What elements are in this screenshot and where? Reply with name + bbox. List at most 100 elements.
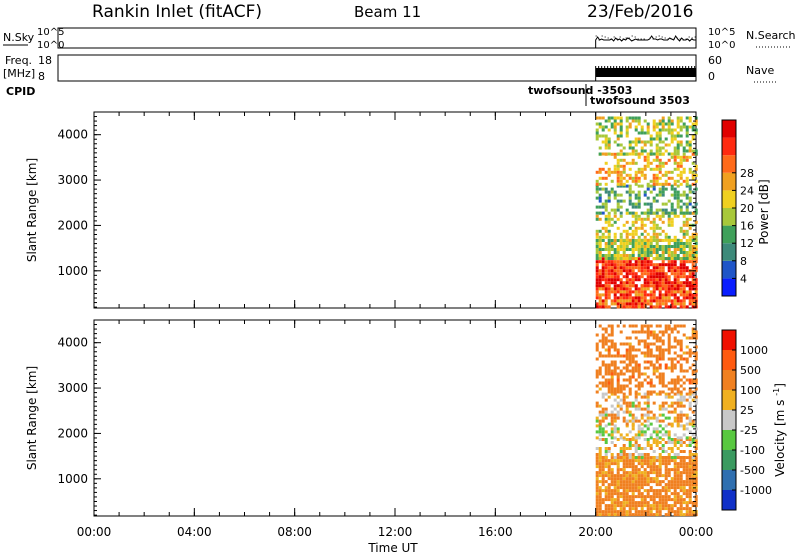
echo-cell (673, 327, 677, 331)
echo-cell (682, 155, 686, 159)
echo-cell (643, 453, 647, 456)
echo-cell (604, 305, 608, 309)
echo-cell (649, 167, 653, 171)
echo-cell (616, 510, 620, 514)
echo-cell (643, 474, 647, 478)
echo-cell (685, 155, 689, 159)
echo-cell (646, 278, 650, 282)
echo-cell (694, 187, 698, 191)
echo-cell (694, 438, 698, 441)
echo-cell (655, 495, 659, 499)
echo-cell (676, 492, 680, 496)
echo-cell (631, 413, 635, 417)
echo-cell (631, 345, 635, 349)
echo-cell (673, 179, 677, 183)
echo-cell (685, 462, 689, 466)
echo-cell (634, 242, 638, 245)
echo-cell (676, 299, 680, 303)
echo-cell (655, 459, 659, 463)
echo-cell (646, 424, 650, 428)
echo-cell (694, 447, 698, 450)
echo-cell (652, 489, 656, 493)
echo-cell (667, 182, 671, 186)
echo-cell (649, 134, 653, 138)
echo-cell (601, 413, 605, 417)
echo-cell (652, 229, 656, 233)
echo-cell (643, 468, 647, 472)
echo-cell (682, 483, 686, 487)
echo-cell (634, 290, 638, 294)
echo-cell (601, 263, 605, 267)
echo-cell (688, 217, 692, 221)
echo-cell (631, 369, 635, 373)
echo-cell (673, 134, 677, 138)
echo-cell (676, 468, 680, 472)
echo-cell (628, 299, 632, 303)
echo-cell (613, 392, 617, 396)
echo-cell (622, 299, 626, 303)
echo-cell (661, 474, 665, 478)
echo-cell (661, 378, 665, 382)
echo-cell (661, 214, 665, 218)
echo-cell (601, 483, 605, 487)
echo-cell (646, 257, 650, 260)
echo-cell (688, 441, 692, 444)
echo-cell (613, 128, 617, 132)
echo-cell (643, 378, 647, 382)
echo-cell (691, 263, 695, 267)
echo-cell (625, 501, 629, 505)
echo-cell (595, 284, 599, 288)
echo-cell (595, 128, 599, 132)
echo-cell (628, 226, 632, 230)
echo-cell (694, 296, 698, 300)
echo-cell (661, 495, 665, 499)
echo-cell (649, 161, 653, 165)
colorbar-swatch (722, 410, 736, 430)
echo-cell (598, 427, 602, 431)
echo-cell (625, 404, 629, 408)
echo-cell (613, 348, 617, 352)
colorbar-swatch (722, 450, 736, 470)
echo-cell (631, 299, 635, 303)
echo-cell (646, 345, 650, 349)
echo-cell (616, 302, 620, 306)
colorbar-swatch (722, 278, 736, 296)
echo-cell (616, 504, 620, 508)
echo-cell (661, 401, 665, 405)
echo-cell (679, 504, 683, 508)
echo-cell (643, 324, 647, 328)
echo-cell (598, 413, 602, 417)
echo-cell (625, 211, 629, 215)
echo-cell (637, 254, 641, 257)
echo-cell (628, 378, 632, 382)
echo-cell (649, 143, 653, 147)
echo-cell (601, 305, 605, 309)
echo-cell (661, 187, 665, 191)
echo-cell (613, 444, 617, 447)
echo-cell (595, 492, 599, 496)
echo-cell (658, 278, 662, 282)
echo-cell (613, 152, 617, 156)
echo-cell (667, 257, 671, 260)
echo-cell (604, 146, 608, 150)
echo-cell (637, 140, 641, 144)
echo-cell (628, 375, 632, 379)
echo-cell (607, 290, 611, 294)
echo-cell (631, 404, 635, 408)
echo-cell (604, 281, 608, 285)
echo-cell (676, 248, 680, 251)
echo-cell (682, 284, 686, 288)
echo-cell (649, 416, 653, 420)
echo-cell (667, 242, 671, 245)
echo-cell (625, 477, 629, 481)
echo-cell (610, 474, 614, 478)
echo-cell (658, 480, 662, 484)
echo-cell (637, 248, 641, 251)
echo-cell (598, 381, 602, 385)
echo-cell (658, 501, 662, 505)
echo-cell (634, 293, 638, 297)
echo-cell (646, 407, 650, 411)
echo-cell (628, 459, 632, 463)
echo-cell (628, 507, 632, 511)
